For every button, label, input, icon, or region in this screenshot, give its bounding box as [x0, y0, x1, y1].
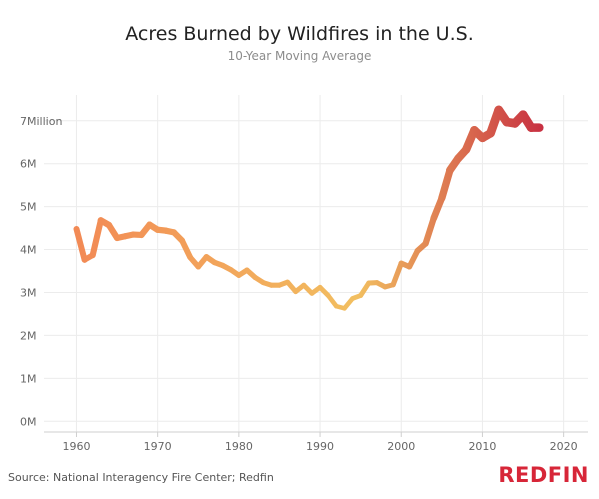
y-tick-label: 7Million [20, 115, 62, 128]
y-tick-label: 5M [20, 201, 37, 214]
series-segment [422, 215, 437, 247]
chart-title: Acres Burned by Wildfires in the U.S. [125, 23, 473, 45]
y-tick-label: 6M [20, 158, 37, 171]
y-tick-label: 2M [20, 329, 37, 342]
y-tick-label: 0M [20, 415, 37, 428]
x-tick-label: 1960 [62, 440, 90, 453]
x-tick-label: 2000 [387, 440, 415, 453]
series-segment [438, 166, 454, 202]
x-tick-label: 2020 [550, 440, 578, 453]
y-tick-label: 1M [20, 372, 37, 385]
x-tick-label: 2010 [468, 440, 496, 453]
gridlines [44, 95, 588, 432]
y-tick-label: 3M [20, 286, 37, 299]
x-tick-label: 1970 [144, 440, 172, 453]
redfin-logo: REDFIN [498, 463, 589, 487]
series-segment [89, 217, 104, 259]
series-segment [73, 225, 88, 263]
axes: 0M 1M 2M 3M 4M 5M 6M 7Million 1960 1970 1980 1990 20… [20, 115, 588, 453]
x-tick-label: 1980 [225, 440, 253, 453]
series-segment [390, 260, 404, 288]
series-segment [406, 248, 421, 270]
series-layer [73, 105, 544, 311]
chart-subtitle: 10-Year Moving Average [228, 49, 372, 63]
y-tick-label: 4M [20, 244, 37, 257]
x-tick-label: 1990 [306, 440, 334, 453]
source-note: Source: National Interagency Fire Center… [8, 471, 274, 484]
series-segment [179, 237, 194, 261]
